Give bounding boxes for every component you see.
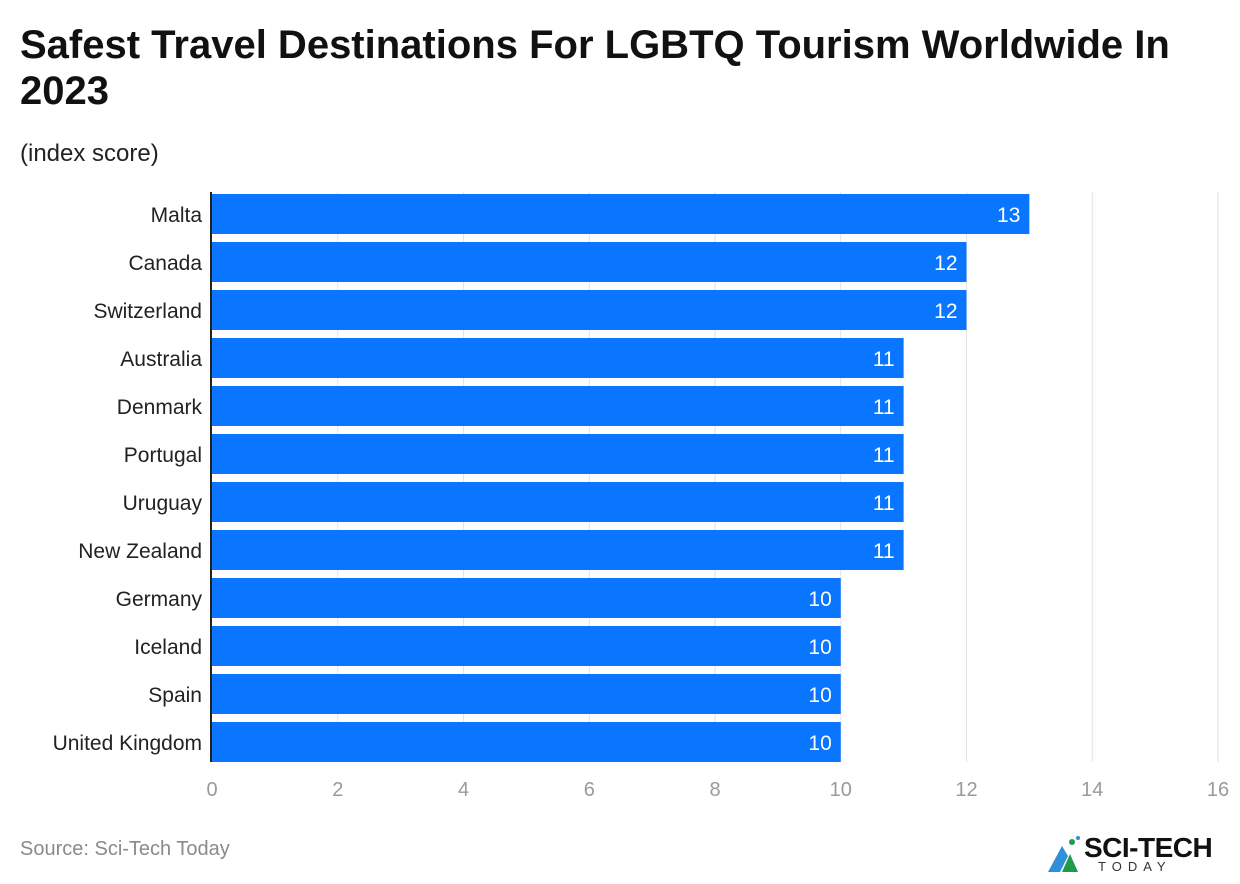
logo-text: SCI-TECH [1084,832,1213,863]
bar [212,626,841,666]
bar [212,578,841,618]
data-label: 13 [997,204,1020,227]
x-tick-label: 4 [458,779,469,801]
x-tick-label: 8 [709,779,720,801]
data-label: 11 [873,444,895,467]
data-label: 11 [873,540,895,563]
bar [212,482,904,522]
data-label: 11 [873,396,895,419]
category-label: Portugal [124,444,202,467]
data-label: 10 [808,588,831,611]
category-label: Malta [151,204,203,227]
x-tick-label: 10 [830,779,852,801]
x-tick-label: 2 [332,779,343,801]
data-label: 11 [873,348,895,371]
category-label: Australia [120,348,202,371]
x-tick-label: 6 [584,779,595,801]
data-label: 10 [808,732,831,755]
category-label: New Zealand [78,540,202,563]
category-label: Uruguay [123,492,203,515]
category-label: Germany [116,588,203,611]
bar [212,194,1030,234]
bar [212,290,967,330]
logo-icon [1048,836,1080,872]
chart-subtitle: (index score) [20,140,159,167]
category-label: United Kingdom [53,732,202,755]
category-label: Switzerland [93,300,202,323]
chart-title: Safest Travel Destinations For LGBTQ Tou… [20,23,1170,113]
data-label: 12 [934,300,957,323]
bar [212,338,904,378]
bar [212,386,904,426]
bar [212,722,841,762]
bar [212,674,841,714]
category-label: Iceland [134,636,202,659]
category-label: Canada [128,252,202,275]
sci-tech-logo: SCI-TECH TODAY [1046,832,1226,874]
data-label: 10 [808,684,831,707]
bar [212,530,904,570]
source-note: Source: Sci-Tech Today [20,838,230,860]
x-tick-label: 12 [955,779,977,801]
data-label: 12 [934,252,957,275]
logo-subtext: TODAY [1098,859,1172,874]
data-label: 11 [873,492,895,515]
x-tick-label: 14 [1081,779,1103,801]
x-tick-label: 16 [1207,779,1229,801]
bar [212,434,904,474]
x-tick-label: 0 [206,779,217,801]
category-label: Spain [148,684,202,707]
category-label: Denmark [117,396,203,419]
data-label: 10 [808,636,831,659]
bar [212,242,967,282]
